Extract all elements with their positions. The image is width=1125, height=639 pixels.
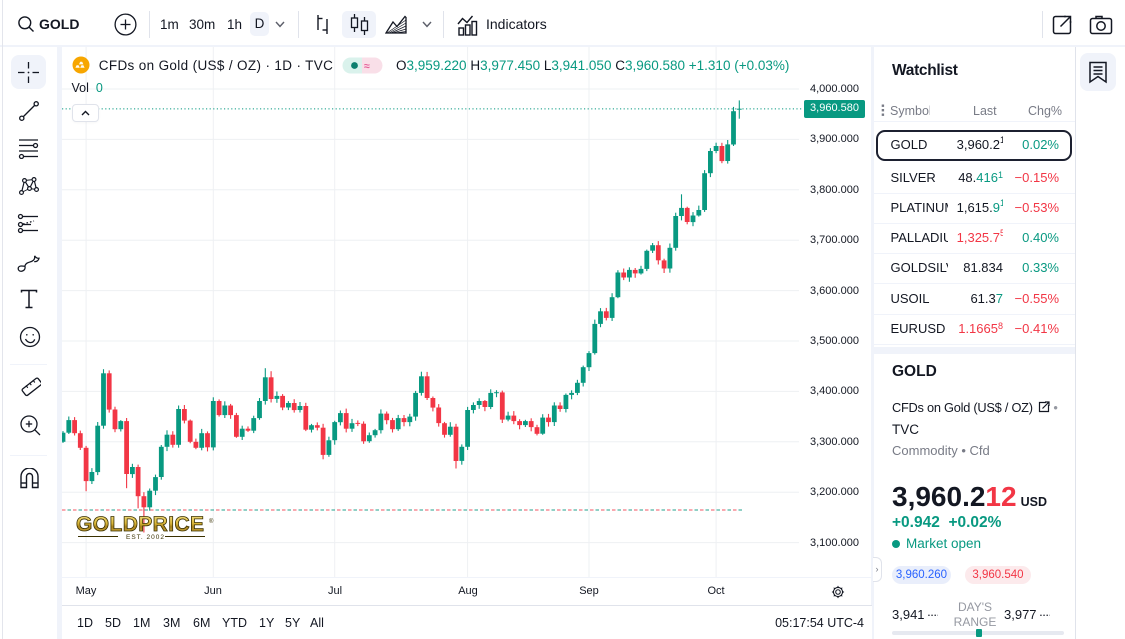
svg-text:EST. 2002: EST. 2002 <box>126 534 165 541</box>
svg-text:®: ® <box>209 518 214 525</box>
svg-text:≈: ≈ <box>364 61 370 73</box>
svg-text:GOLDPRICE: GOLDPRICE <box>76 515 204 536</box>
